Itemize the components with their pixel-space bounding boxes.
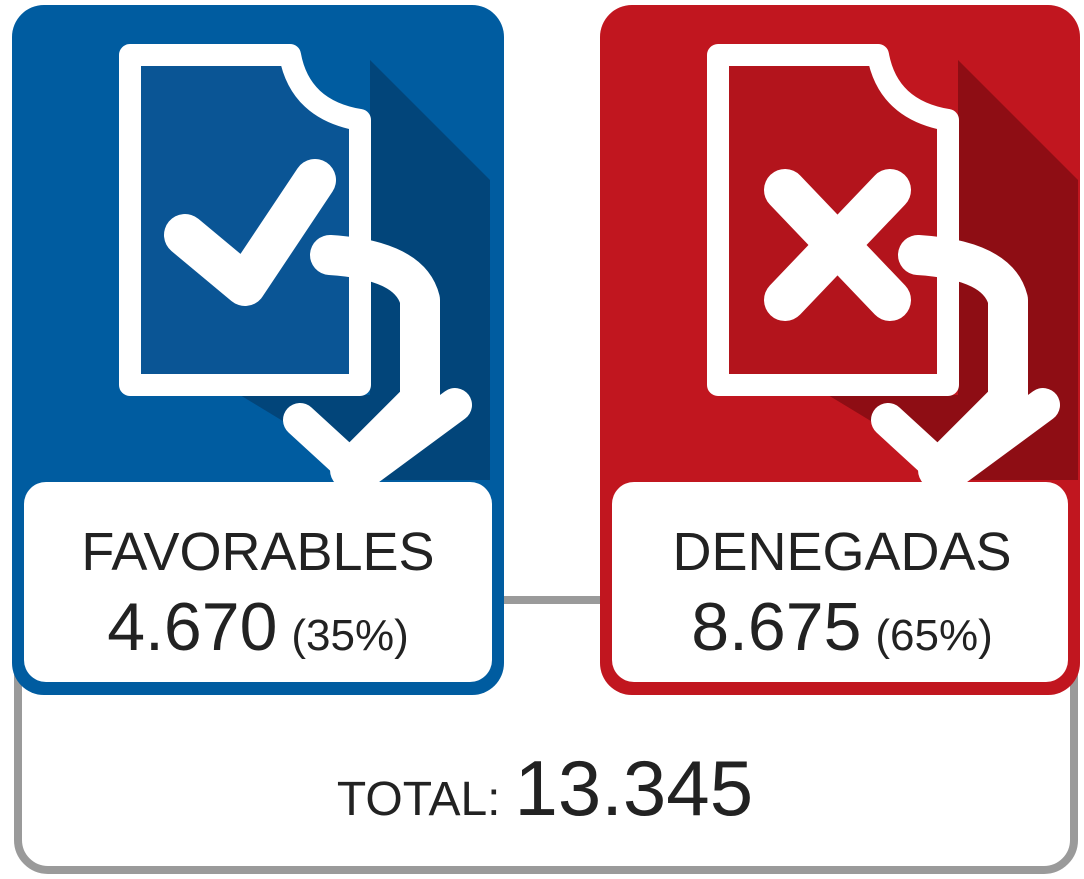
x-mark (764, 169, 911, 321)
total: TOTAL: 13.345 (337, 744, 753, 832)
card-value: 4.670 (35%) (107, 589, 409, 665)
card-number: 8.675 (691, 589, 861, 665)
hand-icon (283, 388, 472, 492)
denegadas-card: DENEGADAS 8.675 (65%) (600, 5, 1080, 695)
card-percent: (35%) (291, 611, 408, 660)
card-label-panel (612, 482, 1068, 682)
document-icon (119, 44, 371, 396)
hand-icon (310, 235, 440, 490)
card-number: 4.670 (107, 589, 277, 665)
favorables-card: FAVORABLES 4.670 (35%) (12, 5, 504, 695)
card-label-panel (24, 482, 492, 682)
card-percent: (65%) (875, 611, 992, 660)
card-value: 8.675 (65%) (691, 589, 993, 665)
card-label: DENEGADAS (672, 522, 1011, 582)
hand-icon (898, 235, 1028, 490)
total-value: 13.345 (515, 744, 754, 832)
total-label: TOTAL: (337, 773, 501, 826)
check-mark (164, 159, 336, 306)
card-label: FAVORABLES (81, 522, 434, 582)
hand-icon (871, 388, 1060, 492)
